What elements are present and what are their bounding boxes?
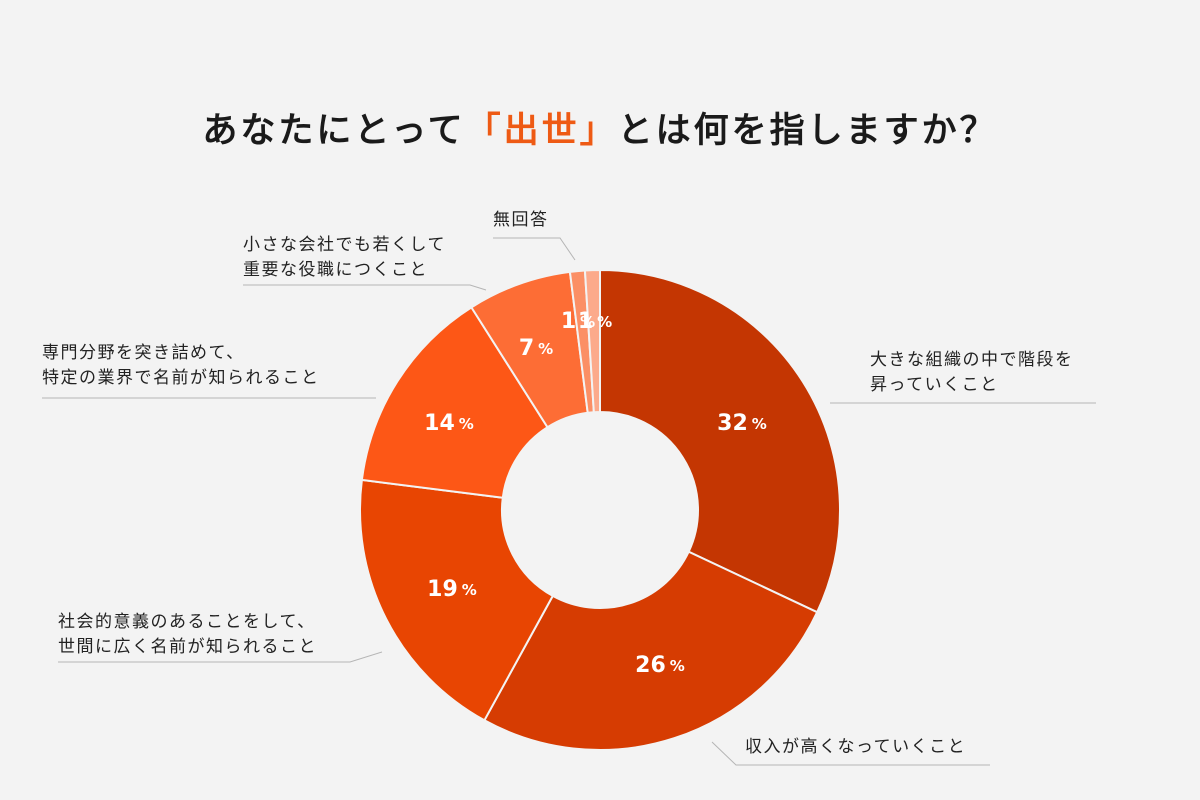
slice-category-label-1-line-1: 大きな組織の中で階段を: [870, 350, 1074, 370]
slice-category-label-3-line-1: 社会的意義のあることをして、: [58, 612, 316, 632]
leader-line-3: [58, 651, 383, 663]
slice-category-label-6-line-1: 無回答: [493, 210, 549, 230]
slice-category-label-3-line-2: 世間に広く名前が知られること: [58, 637, 317, 657]
slice-category-label-2-line-1: 収入が高くなっていくこと: [745, 737, 966, 757]
leader-line-6: [493, 237, 576, 261]
slice-value-label-3: 19%: [427, 577, 477, 602]
slice-category-label-1-line-2: 昇っていくこと: [870, 375, 999, 395]
pie-slice-2: [483, 550, 819, 751]
slice-category-label-5-line-2: 重要な役職につくこと: [243, 260, 428, 280]
slice-category-label-5-line-1: 小さな会社でも若くして: [243, 235, 446, 255]
title-highlight: 「出世」: [465, 111, 618, 151]
pie-slice-3: [359, 478, 555, 722]
slice-value-label-2: 26%: [635, 653, 685, 678]
chart-title: あなたにとって「出世」とは何を指しますか？: [0, 102, 1200, 153]
slice-value-label-1: 32%: [717, 411, 767, 436]
slice-value-label-6: 1%: [561, 309, 595, 334]
title-suffix: とは何を指しますか？: [617, 111, 998, 151]
pie-slice-1: [599, 268, 841, 614]
leader-line-2: [711, 741, 990, 766]
slice-value-label-4: 14%: [424, 411, 474, 436]
pie-slice-7: [583, 268, 601, 414]
leader-line-5: [243, 284, 487, 291]
slice-category-label-4-line-1: 専門分野を突き詰めて、: [42, 343, 245, 363]
slice-value-label-5: 7%: [519, 336, 553, 361]
title-prefix: あなたにとって: [202, 111, 466, 151]
slice-value-label-7: 1%: [578, 309, 612, 334]
slice-category-label-4-line-2: 特定の業界で名前が知られること: [42, 368, 320, 388]
